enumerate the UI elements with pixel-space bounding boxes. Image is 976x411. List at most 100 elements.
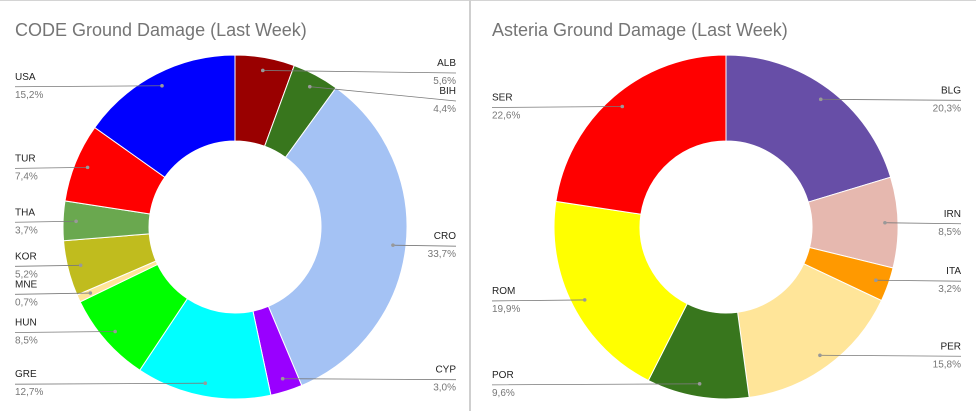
slice-label: BIH xyxy=(439,86,456,97)
slice-label: ROM xyxy=(492,286,515,297)
slice-value-label: 19,9% xyxy=(492,304,520,315)
leader-line xyxy=(392,244,457,247)
callout-tha: THA 3,7% xyxy=(14,207,78,236)
slice-ser[interactable] xyxy=(555,54,727,215)
slice-label: KOR xyxy=(15,251,37,262)
slice-blg[interactable] xyxy=(725,54,892,203)
slice-value-label: 22,6% xyxy=(492,110,520,121)
leader-dot xyxy=(391,243,395,247)
slice-label: CRO xyxy=(434,231,456,242)
leader-dot xyxy=(113,329,117,334)
slice-value-label: 8,5% xyxy=(938,227,961,238)
slice-label: THA xyxy=(15,207,35,218)
leader-line xyxy=(491,106,623,108)
callout-gre: GRE 12,7% xyxy=(14,369,208,398)
slice-usa[interactable] xyxy=(93,54,236,178)
slice-label: ALB xyxy=(437,58,456,69)
leader-line xyxy=(14,264,81,267)
leader-line xyxy=(14,331,116,333)
leader-dot xyxy=(88,291,93,295)
leader-dot xyxy=(78,263,83,268)
leader-dot xyxy=(85,165,90,170)
leader-dot xyxy=(883,220,887,225)
slices xyxy=(62,54,408,400)
leader-line xyxy=(14,382,206,385)
leader-dot xyxy=(280,376,285,381)
top-border xyxy=(0,0,976,1)
leader-dot xyxy=(307,84,312,89)
callout-por: POR 9,6% xyxy=(491,370,702,399)
panel-divider xyxy=(469,0,471,411)
leader-line xyxy=(884,222,962,225)
slice-value-label: 0,7% xyxy=(15,297,38,308)
slice-label: IRN xyxy=(944,209,961,220)
leader-line xyxy=(14,166,88,169)
callout-per: PER 15,8% xyxy=(818,341,961,370)
slice-value-label: 3,7% xyxy=(15,225,38,236)
slice-value-label: 9,6% xyxy=(492,388,515,399)
slice-value-label: 15,2% xyxy=(15,90,43,101)
callout-ita: ITA 3,2% xyxy=(874,266,961,295)
leader-line xyxy=(14,220,77,223)
leader-dot xyxy=(697,381,702,386)
leader-dot xyxy=(818,353,822,358)
slice-value-label: 33,7% xyxy=(428,249,456,260)
slice-value-label: 7,4% xyxy=(15,171,38,182)
slice-value-label: 12,7% xyxy=(15,387,43,398)
chart-panel-code: CODE Ground Damage (Last Week) ALB 5,6% BI… xyxy=(0,0,469,411)
slice-value-label: 5,6% xyxy=(433,76,456,87)
slice-label: ITA xyxy=(946,266,961,277)
leader-line xyxy=(820,98,962,101)
labels: BLG 20,3% IRN 8,5% ITA 3,2% PER 15,8% POR 9,6% ROM… xyxy=(491,85,962,399)
callout-cyp: CYP 3,0% xyxy=(280,365,457,394)
slice-label: POR xyxy=(492,370,514,381)
slice-cro[interactable] xyxy=(267,87,408,387)
leader-line xyxy=(491,383,700,386)
slice-label: GRE xyxy=(15,369,37,380)
leader-dot xyxy=(620,104,625,109)
leader-dot xyxy=(874,278,878,283)
leader-line xyxy=(262,70,457,74)
leader-line xyxy=(819,354,962,357)
slice-value-label: 3,2% xyxy=(938,284,961,295)
slices xyxy=(553,54,899,400)
leader-line xyxy=(309,86,457,102)
slice-label: USA xyxy=(15,72,36,83)
slice-value-label: 5,2% xyxy=(15,269,38,280)
slice-label: HUN xyxy=(15,317,37,328)
labels: ALB 5,6%BIH 4,4% CRO 33,7% CYP 3,0% GRE 12,7% HUN… xyxy=(14,58,457,398)
callout-hun: HUN 8,5% xyxy=(14,317,117,346)
leader-line xyxy=(875,279,962,282)
leader-dot xyxy=(203,381,208,385)
callout-kor: KOR 5,2% xyxy=(14,251,83,280)
slice-label: SER xyxy=(492,92,513,103)
callout-tur: TUR 7,4% xyxy=(14,153,90,182)
leader-dot xyxy=(74,219,78,224)
slice-value-label: 4,4% xyxy=(433,104,456,115)
chart-panel-asteria: Asteria Ground Damage (Last Week) BLG 20,… xyxy=(471,0,976,411)
callout-usa: USA 15,2% xyxy=(14,72,164,101)
slice-label: TUR xyxy=(15,153,36,164)
callout-rom: ROM 19,9% xyxy=(491,286,587,315)
callout-bih: BIH 4,4% xyxy=(307,84,457,115)
leader-dot xyxy=(818,97,823,102)
leader-line xyxy=(14,292,91,295)
slice-rom[interactable] xyxy=(553,200,688,382)
callout-blg: BLG 20,3% xyxy=(818,85,962,114)
leader-line xyxy=(14,85,162,88)
callout-cro: CRO 33,7% xyxy=(391,231,456,260)
slice-value-label: 8,5% xyxy=(15,335,38,346)
slice-label: PER xyxy=(940,341,961,352)
slice-value-label: 15,8% xyxy=(933,359,961,370)
slice-label: MNE xyxy=(15,279,38,290)
leader-line xyxy=(282,378,457,381)
donut-chart-code: ALB 5,6%BIH 4,4% CRO 33,7% CYP 3,0% GRE 12,7% HUN… xyxy=(14,54,457,400)
slice-label: CYP xyxy=(435,365,456,376)
callout-ser: SER 22,6% xyxy=(491,92,625,121)
chart-title-asteria: Asteria Ground Damage (Last Week) xyxy=(492,20,788,40)
leader-dot xyxy=(160,83,164,88)
donut-chart-asteria: BLG 20,3% IRN 8,5% ITA 3,2% PER 15,8% POR 9,6% ROM… xyxy=(491,54,962,400)
leader-line xyxy=(491,299,585,302)
leader-dot xyxy=(582,298,587,302)
slice-label: BLG xyxy=(941,85,961,96)
